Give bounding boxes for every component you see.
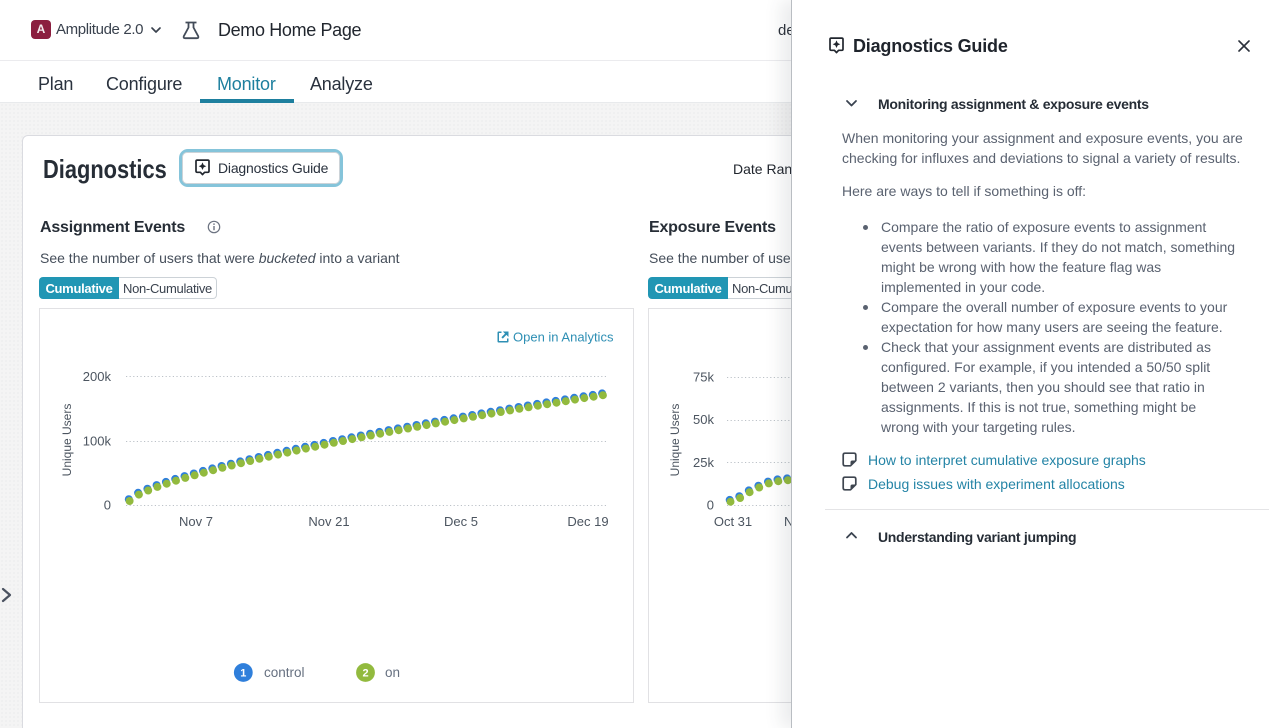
svg-text:Open in Analytics: Open in Analytics [513,330,614,345]
svg-text:75k: 75k [693,370,714,385]
svg-text:100k: 100k [83,433,112,448]
svg-text:2: 2 [362,668,368,680]
svg-text:0: 0 [707,498,714,513]
svg-text:Nov 21: Nov 21 [308,514,349,529]
svg-text:200k: 200k [83,369,112,384]
svg-text:1: 1 [240,668,246,680]
svg-text:Unique Users: Unique Users [60,404,74,477]
svg-text:0: 0 [104,498,111,513]
svg-text:Unique Users: Unique Users [668,404,682,477]
svg-text:Dec 19: Dec 19 [567,514,608,529]
svg-text:on: on [385,665,400,680]
svg-text:Dec 5: Dec 5 [444,514,478,529]
svg-text:50k: 50k [693,412,714,427]
svg-text:25k: 25k [693,455,714,470]
svg-text:Nov 7: Nov 7 [179,514,213,529]
svg-text:control: control [264,665,305,680]
svg-text:Oct 31: Oct 31 [714,514,752,529]
